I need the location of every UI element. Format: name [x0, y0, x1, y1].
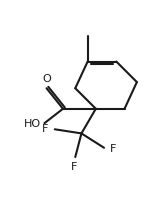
Text: F: F — [42, 124, 49, 134]
Text: F: F — [71, 162, 77, 172]
Text: O: O — [42, 74, 51, 84]
Text: F: F — [110, 144, 117, 154]
Text: HO: HO — [24, 119, 41, 129]
